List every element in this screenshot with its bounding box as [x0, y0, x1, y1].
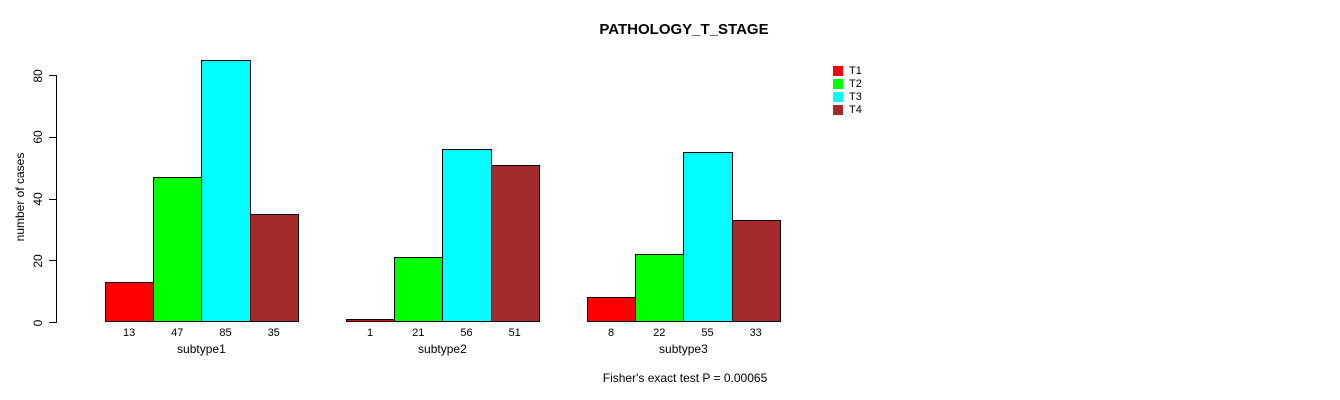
legend-label-t3: T3	[849, 91, 862, 103]
y-axis-tick-label: 40	[31, 192, 45, 206]
y-axis-tick	[49, 322, 56, 323]
y-axis-line	[56, 75, 57, 323]
y-axis-tick-label: 80	[31, 68, 45, 83]
legend-label-t2: T2	[849, 78, 862, 90]
legend-swatch-t4	[833, 105, 843, 115]
bar-value-label: 35	[267, 327, 280, 339]
bar-value-label: 47	[171, 327, 184, 339]
legend-label-t1: T1	[849, 65, 862, 77]
y-axis-tick	[49, 136, 56, 138]
legend-swatch-t1	[833, 66, 843, 76]
bar-t2-subtype2	[394, 257, 444, 322]
legend-label-t4: T4	[849, 104, 862, 116]
bar-t2-subtype3	[635, 254, 685, 322]
y-axis-tick-label: 20	[31, 254, 45, 268]
bar-t3-subtype3	[683, 152, 733, 322]
y-axis-tick	[49, 260, 56, 262]
bar-value-label: 8	[608, 327, 615, 339]
y-axis-label: number of cases	[13, 152, 27, 242]
bar-value-label: 55	[701, 327, 714, 339]
y-axis-tick-label: 60	[31, 130, 45, 144]
y-axis-tick	[49, 75, 56, 76]
bar-t1-subtype2	[346, 319, 396, 322]
bar-t4-subtype2	[490, 165, 540, 322]
chart-title: PATHOLOGY_T_STAGE	[599, 21, 769, 38]
bar-value-label: 33	[749, 327, 762, 339]
bar-value-label: 56	[460, 327, 473, 339]
legend-swatch-t2	[833, 79, 843, 89]
bar-t1-subtype1	[105, 282, 155, 322]
category-label-subtype1: subtype1	[177, 342, 226, 356]
bar-t4-subtype3	[731, 220, 781, 322]
bar-value-label: 21	[412, 327, 425, 339]
annotation-text: Fisher's exact test P = 0.00065	[602, 371, 768, 385]
y-axis-tick-label: 0	[31, 319, 45, 326]
bar-value-label: 22	[653, 327, 666, 339]
legend-swatch-t3	[833, 92, 843, 102]
bar-t3-subtype1	[201, 60, 251, 322]
bar-t3-subtype2	[442, 149, 492, 322]
bar-value-label: 1	[367, 327, 374, 339]
category-label-subtype2: subtype2	[418, 342, 467, 356]
bar-value-label: 51	[508, 327, 521, 339]
bar-value-label: 85	[219, 327, 232, 339]
bar-t2-subtype1	[153, 177, 203, 322]
bar-t1-subtype3	[587, 297, 637, 322]
y-axis-tick	[49, 198, 56, 200]
bar-t4-subtype1	[249, 214, 299, 322]
bar-value-label: 13	[122, 327, 136, 339]
category-label-subtype3: subtype3	[659, 342, 708, 356]
